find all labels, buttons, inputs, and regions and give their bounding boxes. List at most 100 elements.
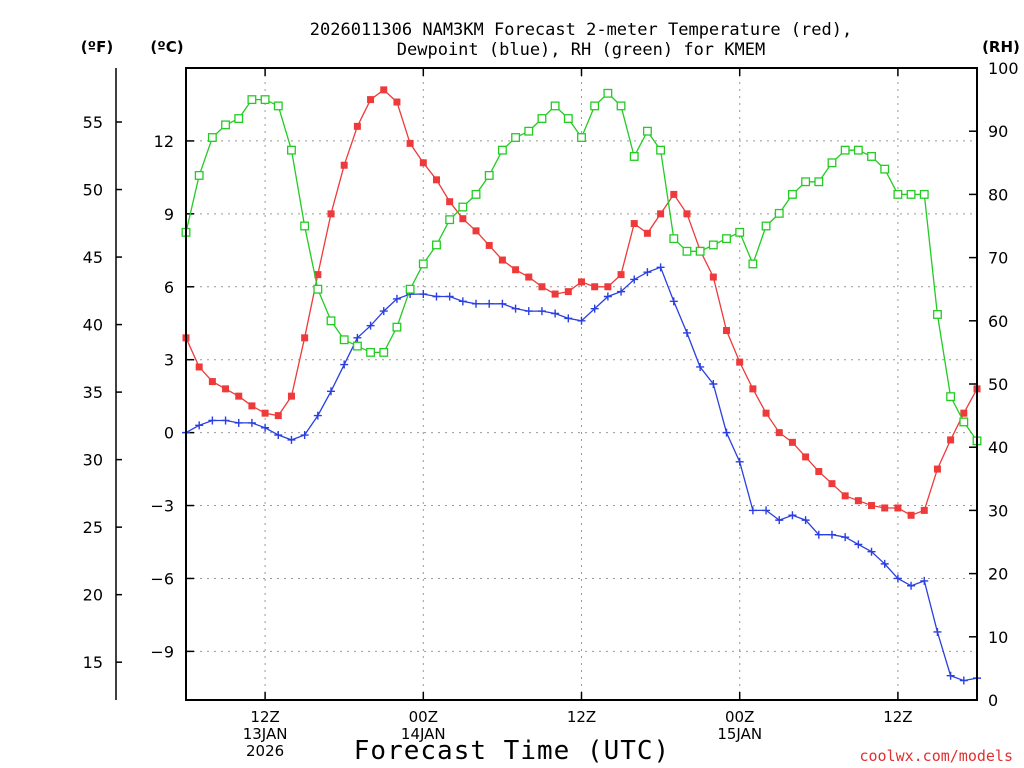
data-point bbox=[563, 114, 573, 124]
data-point bbox=[656, 145, 666, 155]
fahrenheit-tick-label: 50 bbox=[83, 181, 103, 200]
data-point bbox=[775, 429, 783, 437]
fahrenheit-unit-label: (ºF) bbox=[81, 38, 113, 56]
rh-tick-label: 20 bbox=[988, 565, 1008, 584]
data-point bbox=[841, 533, 850, 542]
rh-tick-label: 10 bbox=[988, 628, 1008, 647]
data-point bbox=[208, 416, 217, 425]
data-point bbox=[682, 246, 692, 256]
data-point bbox=[801, 516, 810, 525]
data-point bbox=[300, 221, 310, 231]
data-point bbox=[788, 511, 797, 520]
fahrenheit-axis: 15 20 25 30 35 40 45 50 55 bbox=[83, 113, 122, 672]
data-point bbox=[709, 273, 717, 281]
data-point bbox=[906, 189, 916, 199]
chart-title-line-2: Dewpoint (blue), RH (green) for KMEM bbox=[397, 40, 765, 60]
x-tick-label: 12Z bbox=[883, 708, 912, 726]
data-point bbox=[314, 271, 322, 279]
data-point bbox=[380, 86, 388, 94]
data-point bbox=[472, 227, 480, 235]
data-point bbox=[458, 297, 467, 306]
celsius-tick-label: 9 bbox=[164, 205, 174, 224]
data-point bbox=[920, 506, 928, 514]
data-point bbox=[274, 431, 283, 440]
data-point bbox=[802, 453, 810, 461]
chart-title-line-1: 2026011306 NAM3KM Forecast 2-meter Tempe… bbox=[310, 20, 852, 40]
data-point bbox=[774, 208, 784, 218]
rh-tick-label: 60 bbox=[988, 312, 1008, 331]
rh-tick-label: 90 bbox=[988, 122, 1008, 141]
celsius-tick-label: 6 bbox=[164, 278, 174, 297]
celsius-tick-label: 12 bbox=[154, 132, 174, 151]
data-point bbox=[194, 170, 204, 180]
data-point bbox=[854, 497, 862, 505]
data-point bbox=[709, 380, 718, 388]
rh-tick-label: 40 bbox=[988, 438, 1008, 457]
data-point bbox=[418, 259, 428, 269]
data-point bbox=[273, 101, 283, 111]
data-point bbox=[708, 240, 718, 250]
data-point bbox=[221, 120, 230, 130]
celsius-tick-label: −6 bbox=[150, 569, 174, 588]
data-point bbox=[287, 392, 295, 400]
data-point bbox=[445, 215, 455, 225]
data-point bbox=[696, 362, 705, 371]
rh-tick-label: 80 bbox=[988, 185, 1008, 204]
x-tick-label: 13JAN bbox=[243, 725, 288, 743]
data-point bbox=[578, 278, 585, 286]
data-point bbox=[458, 202, 468, 212]
rh-axis: 0 10 20 30 40 50 60 70 80 90 100 bbox=[969, 59, 1019, 710]
data-point bbox=[274, 412, 282, 420]
data-point bbox=[287, 435, 296, 444]
series-rh bbox=[181, 88, 982, 446]
data-point bbox=[919, 189, 929, 199]
data-point bbox=[604, 283, 612, 291]
data-point bbox=[484, 170, 494, 180]
rh-tick-label: 0 bbox=[988, 691, 998, 710]
data-point bbox=[472, 299, 481, 308]
data-point bbox=[248, 402, 256, 410]
data-point bbox=[392, 322, 402, 332]
data-point bbox=[339, 335, 349, 345]
data-point bbox=[511, 133, 521, 142]
celsius-tick-label: −3 bbox=[150, 497, 174, 516]
x-tick-label: 14JAN bbox=[401, 725, 446, 743]
data-point bbox=[247, 95, 257, 105]
data-point bbox=[577, 316, 586, 325]
data-point bbox=[313, 411, 322, 420]
data-point bbox=[762, 409, 770, 417]
plot-frame bbox=[185, 67, 978, 701]
data-point bbox=[485, 299, 494, 308]
data-point bbox=[485, 241, 493, 249]
fahrenheit-tick-label: 25 bbox=[83, 518, 103, 537]
data-point bbox=[656, 263, 665, 272]
data-point bbox=[366, 321, 375, 330]
data-point bbox=[827, 530, 836, 539]
celsius-tick-label: −9 bbox=[150, 642, 174, 661]
data-point bbox=[630, 275, 639, 284]
data-point bbox=[419, 290, 428, 299]
data-point bbox=[327, 210, 335, 218]
data-point bbox=[893, 574, 902, 583]
data-point bbox=[867, 152, 876, 161]
x-tick-label: 12Z bbox=[250, 708, 279, 726]
data-point bbox=[827, 158, 837, 168]
data-point bbox=[801, 177, 811, 187]
data-point bbox=[550, 101, 560, 111]
data-point bbox=[459, 215, 467, 223]
rh-tick-label: 50 bbox=[988, 375, 1008, 394]
data-point bbox=[301, 334, 309, 342]
data-point bbox=[840, 145, 850, 155]
data-point bbox=[471, 189, 481, 199]
data-point bbox=[617, 271, 625, 279]
data-point bbox=[723, 327, 731, 335]
data-point bbox=[524, 307, 533, 316]
data-point bbox=[551, 309, 560, 318]
data-point bbox=[524, 126, 534, 136]
data-point bbox=[419, 159, 427, 167]
data-point bbox=[564, 288, 572, 296]
data-point bbox=[367, 96, 375, 104]
data-point bbox=[564, 314, 573, 323]
rh-unit-label: (RH) bbox=[982, 38, 1020, 56]
